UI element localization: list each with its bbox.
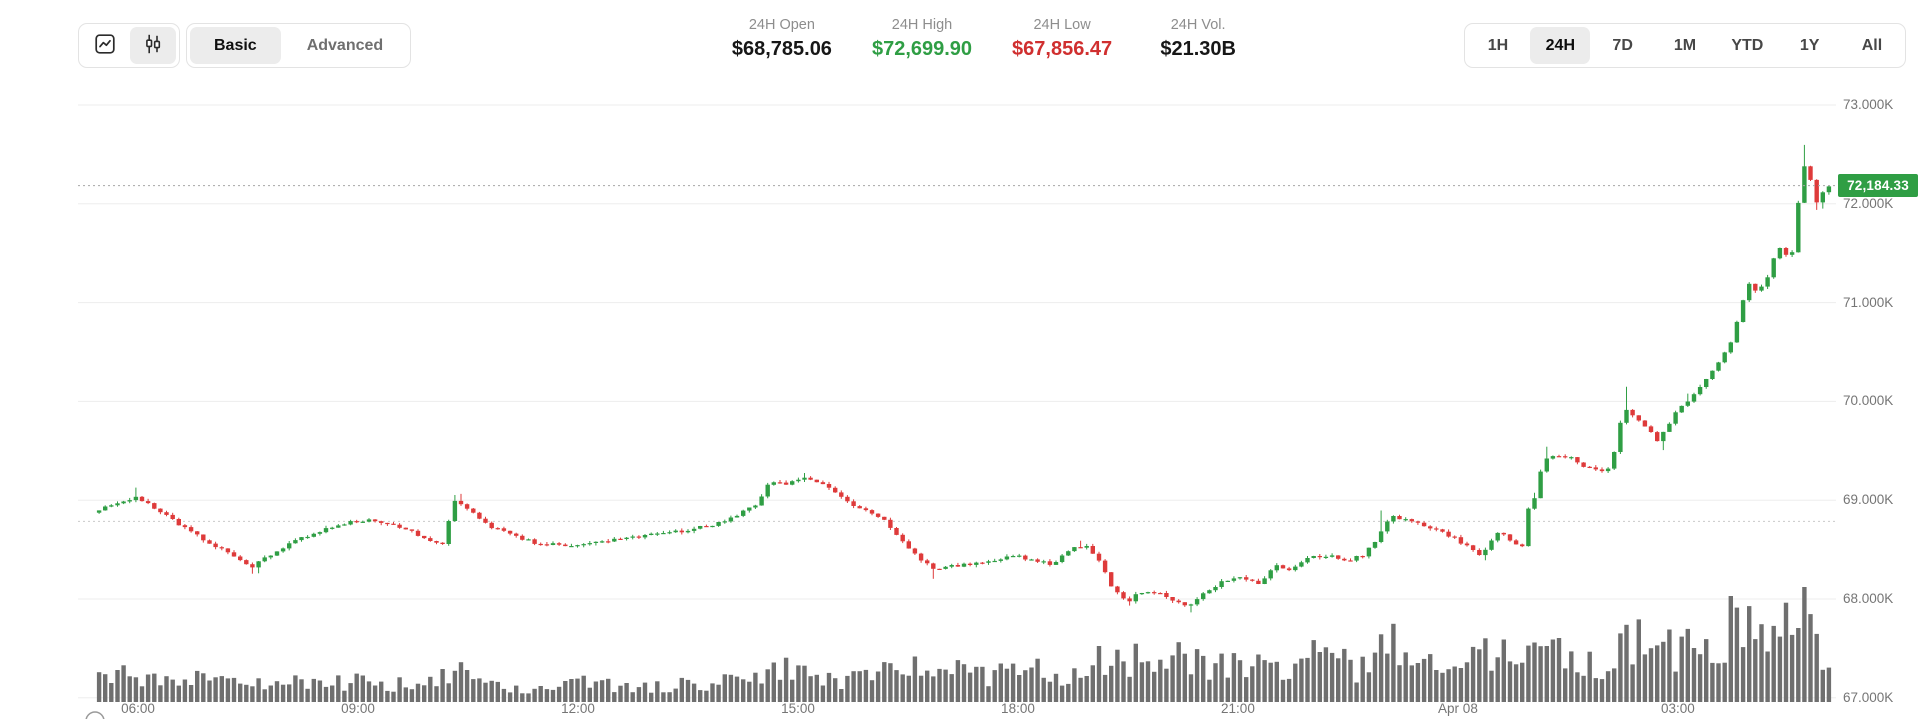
price-axis-label: 71.000K <box>1843 294 1894 310</box>
chart-type-switcher <box>78 23 180 68</box>
range-7d[interactable]: 7D <box>1593 27 1653 64</box>
range-1h[interactable]: 1H <box>1468 27 1528 64</box>
price-axis-label: 68.000K <box>1843 591 1894 606</box>
stat-value: $67,856.47 <box>1012 38 1113 60</box>
tab-advanced[interactable]: Advanced <box>283 27 407 64</box>
stat-24h-open: 24H Open $68,785.06 <box>732 17 832 61</box>
time-axis-label: 12:00 <box>561 701 595 716</box>
range-24h[interactable]: 24H <box>1530 27 1591 64</box>
range-1m[interactable]: 1M <box>1655 27 1715 64</box>
stat-label: 24H Open <box>748 17 815 33</box>
stat-label: 24H Vol. <box>1170 17 1226 33</box>
last-price-tag: 72,184.33 <box>1838 174 1918 198</box>
stat-value: $21.30B <box>1160 38 1236 60</box>
stat-24h-high: 24H High $72,699.90 <box>872 17 972 61</box>
time-axis-label: 03:00 <box>1661 701 1695 716</box>
price-axis-label: 70.000K <box>1843 393 1894 409</box>
time-axis-label: 21:00 <box>1221 701 1255 716</box>
clock-logo-icon <box>85 711 105 719</box>
time-axis-label: 09:00 <box>341 701 375 716</box>
time-axis-label: 06:00 <box>121 701 155 716</box>
time-axis-label: 18:00 <box>1001 701 1035 716</box>
mode-switcher: Basic Advanced <box>186 23 412 68</box>
line-chart-toggle[interactable] <box>82 27 128 64</box>
range-switcher: 1H 24H 7D 1M YTD 1Y All <box>1464 23 1906 68</box>
candlestick-toggle[interactable] <box>130 27 176 64</box>
stat-24h-vol: 24H Vol. $21.30B <box>1152 17 1244 61</box>
price-axis-label: 67.000K <box>1843 689 1894 705</box>
range-1y[interactable]: 1Y <box>1780 27 1840 64</box>
ohlc-stats: 24H Open $68,785.06 24H High $72,699.90 … <box>732 17 1244 61</box>
stat-value: $72,699.90 <box>871 38 973 60</box>
stat-label: 24H Low <box>1033 17 1091 33</box>
price-axis-label: 69.000K <box>1843 492 1894 508</box>
range-ytd[interactable]: YTD <box>1717 27 1777 64</box>
price-axis-label: 72.000K <box>1843 195 1894 211</box>
tab-basic[interactable]: Basic <box>190 27 281 64</box>
time-axis-label: Apr 08 <box>1438 701 1478 716</box>
candlestick-icon <box>141 32 165 59</box>
range-all[interactable]: All <box>1842 27 1902 64</box>
last-price-value: 72,184.33 <box>1847 178 1909 194</box>
stat-label: 24H High <box>891 17 953 33</box>
price-axis-label: 73.000K <box>1843 97 1894 112</box>
time-axis-label: 15:00 <box>781 701 815 716</box>
stat-24h-low: 24H Low $67,856.47 <box>1012 17 1112 61</box>
chart-toolbar: Basic Advanced 24H Open $68,785.06 24H H… <box>0 0 1920 78</box>
line-chart-icon <box>93 32 117 59</box>
stat-value: $68,785.06 <box>731 38 832 60</box>
